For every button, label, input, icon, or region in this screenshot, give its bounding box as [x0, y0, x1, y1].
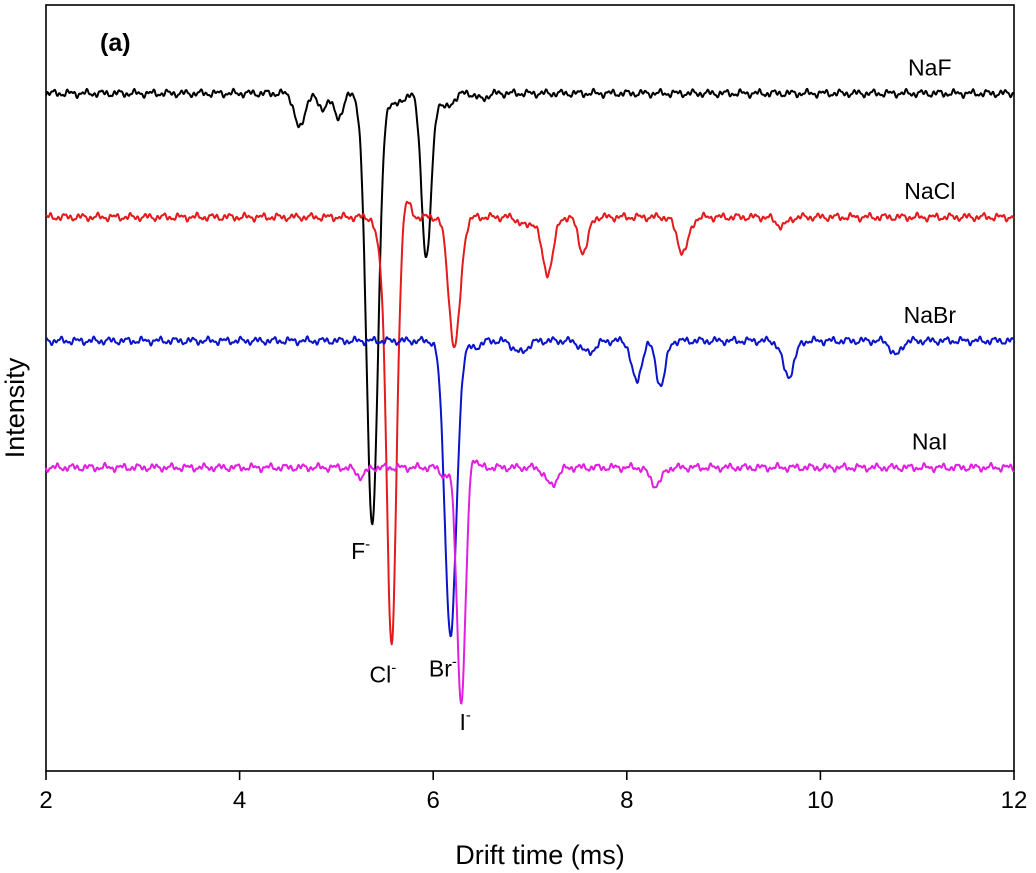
series-line-nai: [45, 459, 1015, 705]
series-label-nabr: NaBr: [904, 302, 957, 328]
series-line-naf: [45, 87, 1015, 526]
x-tick-label: 6: [427, 787, 440, 814]
y-axis-title: Intensity: [0, 357, 30, 458]
x-tick-label: 4: [233, 787, 246, 814]
series-label-naf: NaF: [908, 54, 951, 80]
ion-label-f: F-: [351, 536, 370, 564]
series-line-nabr: [45, 335, 1015, 638]
x-axis-ticks: 2 4 6 8 10 12: [39, 771, 1027, 814]
x-tick-label: 12: [1001, 787, 1028, 814]
labels-layer: NaF NaCl NaBr NaI F- Cl- Br-I-: [351, 54, 956, 734]
ion-label-i: I-: [459, 707, 470, 735]
ion-label-cl: Cl-: [369, 660, 396, 688]
x-axis-title: Drift time (ms): [455, 840, 624, 870]
plot-frame: [45, 4, 1015, 772]
x-tick-label: 10: [807, 787, 834, 814]
series-layer: [45, 87, 1015, 705]
panel-label: (a): [100, 29, 131, 57]
x-tick-label: 8: [620, 787, 633, 814]
series-label-nai: NaI: [912, 429, 948, 455]
series-label-nacl: NaCl: [904, 178, 955, 204]
x-tick-label: 2: [39, 787, 52, 814]
ion-label-br: Br-: [429, 654, 457, 682]
series-line-nacl: [45, 200, 1015, 646]
